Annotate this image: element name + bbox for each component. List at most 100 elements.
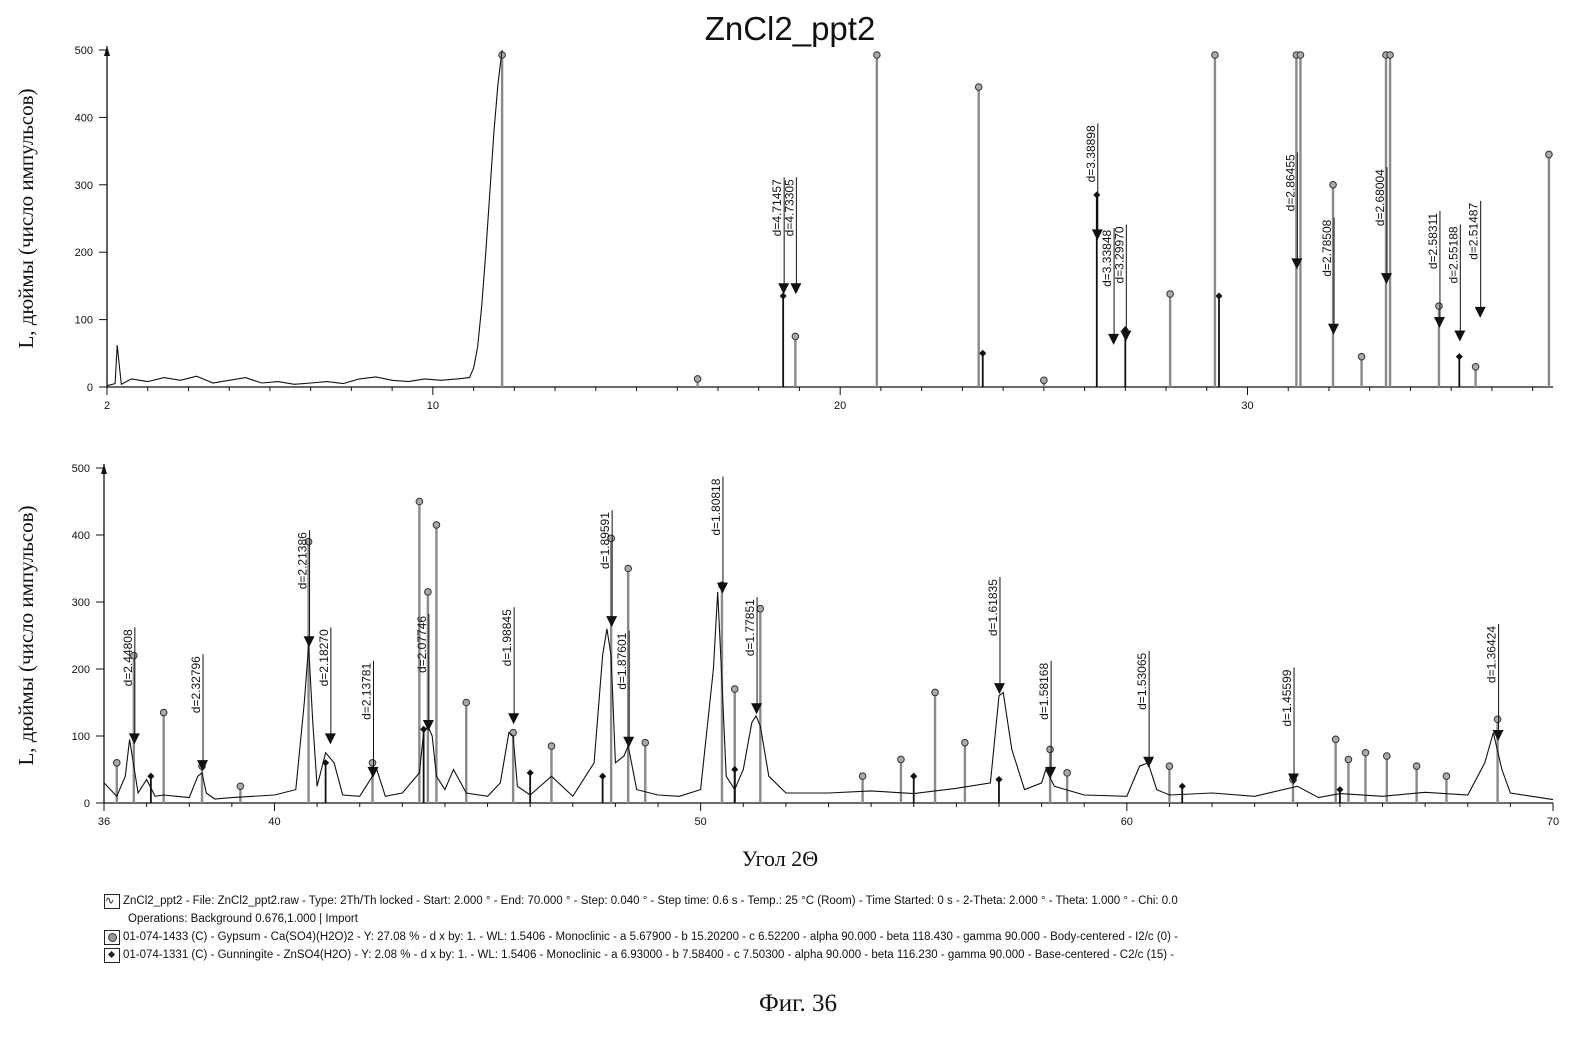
gypsum-peak-marker: [898, 756, 905, 763]
d-spacing-label: d=1.61835: [986, 579, 1000, 636]
gypsum-peak-marker: [731, 686, 738, 693]
d-spacing-label: d=2.07746: [415, 616, 429, 673]
gypsum-peak-marker: [160, 709, 167, 716]
d-spacing-arrow: [1120, 330, 1131, 341]
legend-entry-pattern: ∿ ZnCl2_ppt2 - File: ZnCl2_ppt2.raw - Ty…: [104, 892, 1544, 910]
d-spacing-label: d=2.78508: [1320, 219, 1334, 276]
gypsum-peak-marker: [694, 376, 701, 383]
gypsum-peak-marker: [113, 760, 120, 767]
gypsum-peak-marker: [859, 773, 866, 780]
x-tick-label: 70: [1547, 816, 1559, 828]
gypsum-peak-marker: [1332, 736, 1339, 743]
d-spacing-arrow: [1454, 330, 1465, 341]
gypsum-peak-marker: [1383, 753, 1390, 760]
d-spacing-label: d=1.45599: [1280, 669, 1294, 726]
d-spacing-label: d=2.21386: [296, 532, 310, 589]
d-spacing-label: d=2.58311: [1426, 213, 1440, 269]
d-spacing-label: d=1.89591: [598, 512, 612, 569]
gypsum-peak-marker: [1494, 716, 1501, 723]
gypsum-peak-marker: [1047, 746, 1054, 753]
x-tick-label: 36: [98, 816, 110, 828]
gypsum-peak-marker: [1472, 363, 1479, 370]
gunningite-peak-marker: [1093, 191, 1100, 198]
y-tick-label: 0: [87, 382, 93, 394]
pattern-wave-icon: ∿: [104, 894, 120, 909]
gypsum-peak-marker: [962, 739, 969, 746]
d-spacing-arrow: [1434, 317, 1445, 328]
gypsum-peak-marker: [932, 689, 939, 696]
d-spacing-label: d=3.38898: [1084, 125, 1098, 182]
d-spacing-arrow: [1328, 324, 1339, 335]
gypsum-peak-marker: [625, 565, 632, 572]
x-tick-label: 50: [695, 816, 707, 828]
d-spacing-label: d=2.86455: [1283, 154, 1297, 211]
d-spacing-label: d=1.77851: [743, 599, 757, 656]
d-spacing-label: d=1.80818: [709, 478, 723, 535]
x-axis-label: Угол 2Θ: [742, 846, 818, 871]
gypsum-peak-marker: [510, 729, 517, 736]
d-spacing-label: d=1.98845: [500, 609, 514, 666]
gypsum-peak-marker: [433, 522, 440, 529]
gypsum-peak-marker: [792, 333, 799, 340]
y-tick-label: 100: [72, 731, 90, 743]
gypsum-peak-marker: [1041, 377, 1048, 384]
d-spacing-label: d=2.44808: [121, 629, 135, 686]
figure-caption: Фиг. 36: [0, 990, 1596, 1018]
legend-entry-gypsum: 01-074-1433 (C) - Gypsum - Ca(SO4)(H2O)2…: [104, 928, 1544, 946]
d-spacing-label: d=3.29970: [1112, 226, 1126, 283]
d-spacing-arrow: [790, 283, 801, 294]
top-xrd-panel: 01002003004005002102030L, дюймы (число и…: [14, 45, 1553, 412]
legend-operations-text: Operations: Background 0.676,1.000 | Imp…: [128, 910, 358, 928]
gypsum-peak-marker: [416, 498, 423, 505]
x-tick-label: 2: [104, 400, 110, 412]
gunningite-peak-marker: [147, 773, 154, 780]
gypsum-peak-marker: [1297, 52, 1304, 59]
d-spacing-label: d=2.32796: [189, 656, 203, 713]
d-spacing-arrow: [623, 737, 634, 748]
gypsum-peak-marker: [425, 589, 432, 596]
gypsum-peak-marker: [1436, 303, 1443, 310]
d-spacing-arrow: [304, 636, 315, 647]
x-tick-label: 40: [268, 816, 280, 828]
d-spacing-arrow: [778, 283, 789, 294]
d-spacing-label: d=2.55188: [1446, 226, 1460, 283]
gunningite-peak-marker: [599, 773, 606, 780]
d-spacing-arrow: [717, 583, 728, 594]
bottom-xrd-panel: 01002003004005003640506070L, дюймы (числ…: [14, 463, 1559, 828]
y-axis-arrow: [101, 464, 107, 474]
gypsum-peak-marker: [1345, 756, 1352, 763]
d-spacing-label: d=1.87601: [615, 632, 629, 689]
gunningite-peak-marker: [731, 766, 738, 773]
y-tick-label: 400: [72, 530, 90, 542]
gypsum-peak-marker: [1167, 291, 1174, 298]
y-axis-arrow: [104, 46, 110, 56]
d-spacing-arrow: [1143, 757, 1154, 768]
gypsum-peak-marker: [1212, 52, 1219, 59]
gypsum-peak-marker: [1387, 52, 1394, 59]
gypsum-peak-marker: [1166, 763, 1173, 770]
d-spacing-label: d=2.68004: [1373, 169, 1387, 226]
gypsum-peak-marker: [874, 52, 881, 59]
y-tick-label: 500: [72, 463, 90, 475]
y-tick-label: 200: [72, 664, 90, 676]
d-spacing-arrow: [325, 733, 336, 744]
xrd-pattern-line: [107, 50, 502, 386]
legend-pattern-text: ZnCl2_ppt2 - File: ZnCl2_ppt2.raw - Type…: [123, 892, 1178, 910]
x-tick-label: 60: [1121, 816, 1133, 828]
x-tick-label: 10: [427, 400, 439, 412]
gunningite-peak-marker: [780, 292, 787, 299]
y-tick-label: 500: [75, 45, 93, 57]
gunningite-peak-marker: [979, 350, 986, 357]
d-spacing-arrow: [508, 713, 519, 724]
gunningite-peak-marker: [910, 773, 917, 780]
gunningite-peak-marker: [1179, 783, 1186, 790]
y-axis-label: L, дюймы (число импульсов): [14, 88, 38, 348]
legend-entry-operations: Operations: Background 0.676,1.000 | Imp…: [104, 910, 1544, 928]
legend: ∿ ZnCl2_ppt2 - File: ZnCl2_ppt2.raw - Ty…: [104, 892, 1544, 964]
d-spacing-label: d=2.18270: [317, 629, 331, 686]
gypsum-peak-marker: [1443, 773, 1450, 780]
d-spacing-label: d=2.13781: [359, 663, 373, 720]
gypsum-peak-marker: [1362, 749, 1369, 756]
gypsum-peak-marker: [975, 84, 982, 91]
d-spacing-label: d=4.73305: [782, 179, 796, 236]
